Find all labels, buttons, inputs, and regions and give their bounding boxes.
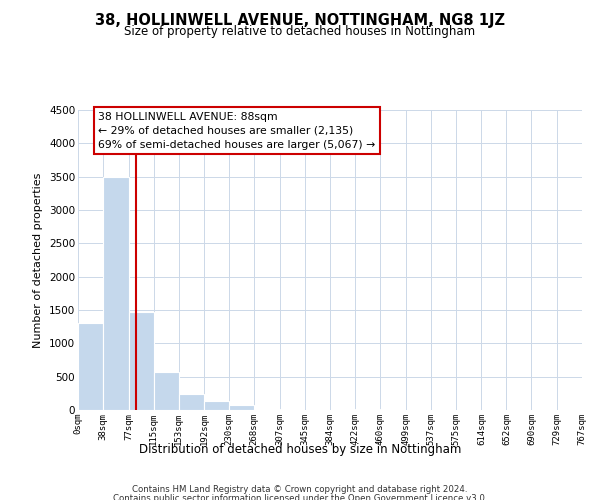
Y-axis label: Number of detached properties: Number of detached properties (34, 172, 43, 348)
Bar (355, 409, 380, 410)
Text: 38 HOLLINWELL AVENUE: 88sqm
← 29% of detached houses are smaller (2,135)
69% of : 38 HOLLINWELL AVENUE: 88sqm ← 29% of det… (98, 112, 376, 150)
Text: Size of property relative to detached houses in Nottingham: Size of property relative to detached ho… (124, 25, 476, 38)
Text: Distribution of detached houses by size in Nottingham: Distribution of detached houses by size … (139, 442, 461, 456)
Bar (179, 394, 204, 410)
Bar (154, 372, 179, 410)
Text: Contains public sector information licensed under the Open Government Licence v3: Contains public sector information licen… (113, 494, 487, 500)
Text: Contains HM Land Registry data © Crown copyright and database right 2024.: Contains HM Land Registry data © Crown c… (132, 485, 468, 494)
Bar (128, 312, 154, 410)
Bar (204, 402, 229, 410)
Bar (229, 406, 254, 410)
Bar (254, 408, 280, 410)
Bar (78, 324, 103, 410)
Text: 38, HOLLINWELL AVENUE, NOTTINGHAM, NG8 1JZ: 38, HOLLINWELL AVENUE, NOTTINGHAM, NG8 1… (95, 12, 505, 28)
Bar (103, 176, 128, 410)
